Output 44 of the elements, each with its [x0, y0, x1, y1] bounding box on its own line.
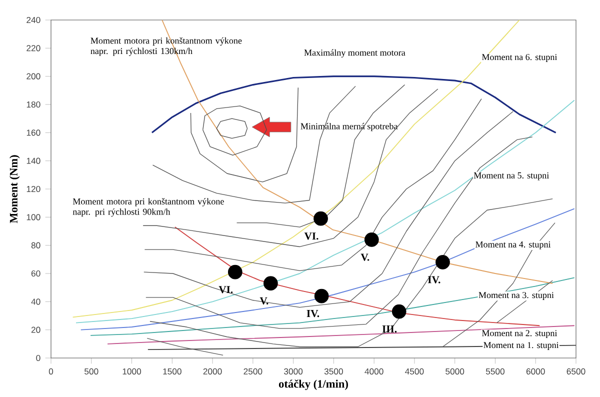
- y-tick-label: 140: [26, 158, 40, 164]
- y-tick-label: 220: [26, 45, 40, 52]
- x-tick-label: 500: [84, 368, 98, 374]
- annotation: VI.: [218, 286, 233, 294]
- y-tick-label: 80: [31, 242, 40, 248]
- x-tick-label: 4000: [364, 368, 384, 374]
- y-tick-label: 20: [31, 326, 40, 333]
- annotation: V.: [260, 297, 268, 304]
- y-tick-label: 200: [26, 73, 40, 80]
- annotation: Minimálna merná spotreba: [300, 122, 398, 132]
- series-label: Moment na 4. stupni: [476, 241, 551, 250]
- annotation: V.: [360, 254, 370, 261]
- text: Maximálny moment motora: [304, 49, 406, 58]
- series-label: Moment na 2. stupni: [482, 330, 558, 338]
- x-tick-label: 5000: [446, 368, 464, 374]
- y-tick-label: 120: [26, 186, 40, 192]
- series-label: Moment na 1. stupni: [484, 342, 559, 350]
- y-axis-title: Moment (Nm): [10, 155, 20, 224]
- x-tick-label: 2500: [244, 368, 262, 374]
- x-tick-label: 1000: [122, 368, 142, 374]
- x-tick-label: 3000: [284, 368, 303, 374]
- y-tick-label: 40: [31, 298, 40, 305]
- y-tick-label: 160: [26, 130, 40, 136]
- annotation: VI.: [304, 232, 318, 240]
- x-tick-label: 0: [48, 368, 54, 374]
- annotation: IV.: [428, 276, 440, 284]
- x-tick-label: 6000: [526, 368, 545, 374]
- x-tick-label: 2000: [203, 368, 222, 374]
- y-tick-label: 180: [26, 101, 40, 108]
- y-tick-label: 60: [31, 270, 40, 277]
- y-tick-label: 0: [36, 354, 40, 362]
- series-label: Moment na 5. stupni: [474, 172, 549, 180]
- annotation: IV.: [306, 310, 320, 318]
- series-label: Moment na 3. stupni: [478, 292, 554, 300]
- x-tick-label: 4500: [405, 368, 424, 374]
- x-tick-label: 3500: [324, 368, 343, 374]
- text: Moment motora pri konštantnom výkone napr. pri rýchlosti 90km/h: [72, 198, 224, 217]
- x-tick-label: 6500: [566, 368, 586, 374]
- x-axis-title: otáčky (1/min): [278, 380, 348, 390]
- y-tick-label: 240: [26, 16, 40, 24]
- y-tick-label: 100: [26, 214, 40, 220]
- x-tick-label: 5500: [486, 368, 504, 374]
- series-label: Moment na 6. stupni: [482, 54, 558, 62]
- x-tick-label: 1500: [163, 368, 182, 374]
